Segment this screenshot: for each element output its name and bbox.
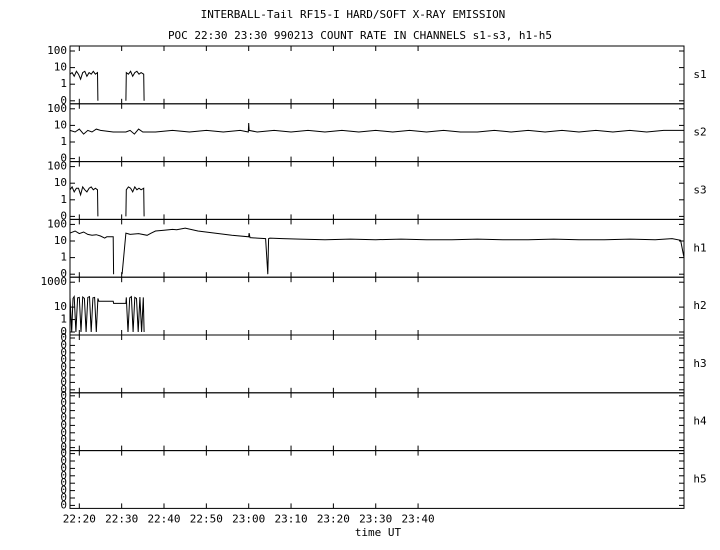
x-tick-label: 23:40 <box>402 512 435 525</box>
y-tick-label: 0 <box>60 375 67 388</box>
data-line <box>69 185 145 217</box>
panel-frame <box>69 161 685 220</box>
panel-label: h2 <box>693 299 706 312</box>
y-tick-label: 1000 <box>41 275 68 288</box>
y-tick-label: 0 <box>60 209 67 222</box>
y-tick-label: 0 <box>60 476 67 489</box>
chart-title: INTERBALL-Tail RF15-I HARD/SOFT X-RAY EM… <box>201 8 506 21</box>
x-tick-label: 22:50 <box>190 512 223 525</box>
x-tick-label: 23:00 <box>232 512 265 525</box>
panel-label: s1 <box>693 68 706 81</box>
panel-label: h4 <box>693 415 707 428</box>
y-tick-label: 0 <box>60 325 67 338</box>
panel-label: h1 <box>693 241 706 254</box>
panel-label: h5 <box>693 473 706 486</box>
data-line <box>69 70 145 101</box>
y-tick-label: 0 <box>60 353 67 366</box>
y-tick-label: 0 <box>60 383 67 396</box>
panel-frame <box>69 218 685 278</box>
y-tick-label: 0 <box>60 396 67 409</box>
x-tick-label: 22:30 <box>105 512 138 525</box>
y-tick-label: 0 <box>60 426 67 439</box>
y-tick-label: 0 <box>60 411 67 424</box>
y-tick-label: 0 <box>60 454 67 467</box>
panel-frame <box>69 103 685 163</box>
y-tick-label: 0 <box>60 94 67 107</box>
y-tick-label: 1 <box>60 251 67 264</box>
x-tick-label: 23:20 <box>317 512 350 525</box>
y-tick-label: 0 <box>60 484 67 497</box>
panel-frame <box>69 276 685 336</box>
y-tick-label: 0 <box>60 491 67 504</box>
y-tick-label: 0 <box>60 389 67 402</box>
y-tick-label: 0 <box>60 418 67 431</box>
y-tick-label: 0 <box>60 433 67 446</box>
panel-label: h3 <box>693 357 706 370</box>
panel-frame <box>69 450 685 509</box>
x-tick-label: 23:30 <box>359 512 392 525</box>
x-tick-label: 23:10 <box>274 512 307 525</box>
y-tick-label: 10 <box>54 118 67 131</box>
y-tick-label: 0 <box>60 338 67 351</box>
data-line <box>69 227 685 275</box>
y-tick-label: 10 <box>54 300 67 313</box>
x-tick-label: 22:20 <box>63 512 96 525</box>
y-tick-label: 0 <box>60 441 67 454</box>
y-tick-label: 1 <box>60 193 67 206</box>
y-tick-label: 0 <box>60 267 67 280</box>
y-tick-label: 0 <box>60 461 67 474</box>
y-tick-label: 0 <box>60 404 67 417</box>
y-tick-label: 0 <box>60 447 67 460</box>
y-tick-label: 0 <box>60 331 67 344</box>
panel-frame <box>69 45 685 105</box>
y-tick-label: 0 <box>60 361 67 374</box>
y-tick-label: 10 <box>54 234 67 247</box>
y-tick-label: 0 <box>60 368 67 381</box>
y-tick-label: 1 <box>60 77 67 90</box>
data-line <box>69 295 145 333</box>
panel-label: s2 <box>693 126 706 139</box>
panel-label: s3 <box>693 184 706 197</box>
chart-subtitle: POC 22:30 23:30 990213 COUNT RATE IN CHA… <box>168 29 552 42</box>
y-tick-label: 10 <box>54 176 67 189</box>
y-tick-label: 100 <box>47 44 67 57</box>
y-tick-label: 1 <box>60 313 67 326</box>
y-tick-label: 100 <box>47 217 67 230</box>
x-axis-label: time UT <box>355 526 402 539</box>
x-tick-label: 22:40 <box>147 512 180 525</box>
y-tick-label: 0 <box>60 498 67 511</box>
data-line <box>69 122 684 135</box>
panel-frame <box>69 392 685 452</box>
y-tick-label: 10 <box>54 61 67 74</box>
y-tick-label: 0 <box>60 346 67 359</box>
y-tick-label: 100 <box>47 102 67 115</box>
y-tick-label: 100 <box>47 160 67 173</box>
y-tick-label: 0 <box>60 469 67 482</box>
y-tick-label: 1 <box>60 135 67 148</box>
y-tick-label: 0 <box>60 152 67 165</box>
panel-frame <box>69 334 685 394</box>
